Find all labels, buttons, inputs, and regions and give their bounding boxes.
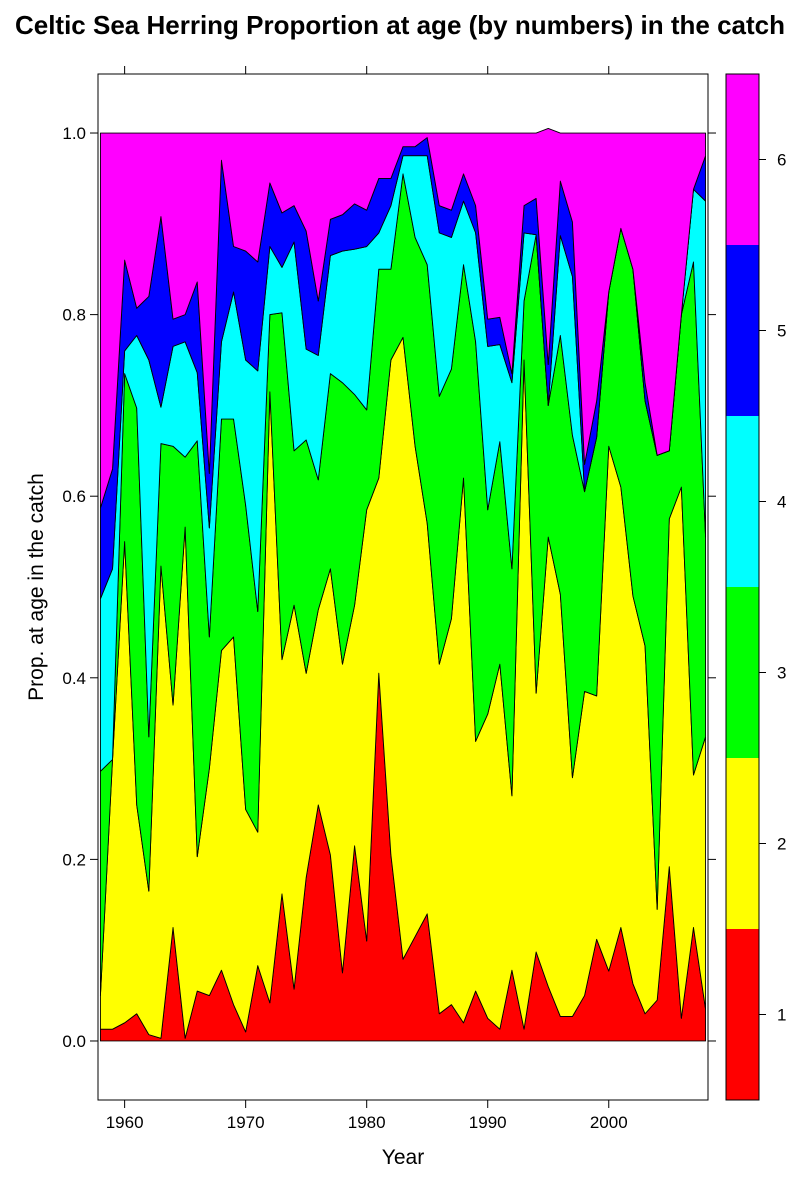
x-tick-label: 1970 bbox=[227, 1113, 265, 1132]
colorbar-frame bbox=[725, 73, 760, 1101]
colorbar-swatch-2 bbox=[726, 758, 759, 929]
axes-layer: 1960 1970 1980 1990 2000 0.0 0.2 0.4 0.6 0.8 1.0 bbox=[62, 66, 716, 1132]
colorbar-label: 6 bbox=[777, 151, 786, 170]
colorbar-label: 2 bbox=[777, 835, 786, 854]
plot-frame bbox=[97, 73, 709, 1101]
area-layer bbox=[99, 128, 707, 1042]
colorbar-swatch-6 bbox=[726, 74, 759, 245]
y-tick-label: 0.2 bbox=[62, 850, 86, 869]
x-axis-title: Year bbox=[382, 1146, 424, 1169]
y-tick-label: 0.6 bbox=[62, 487, 86, 506]
colorbar-label: 4 bbox=[777, 493, 786, 512]
colorbar-swatch-3 bbox=[726, 587, 759, 758]
colorbar-swatch-1 bbox=[726, 929, 759, 1100]
x-tick-label: 1990 bbox=[469, 1113, 507, 1132]
chart-title: Celtic Sea Herring Proportion at age (by… bbox=[15, 10, 785, 40]
x-tick-label: 1960 bbox=[106, 1113, 144, 1132]
colorbar-legend: 1 2 3 4 5 6 bbox=[725, 73, 786, 1101]
y-tick-label: 0.0 bbox=[62, 1032, 86, 1051]
colorbar-label: 5 bbox=[777, 322, 786, 341]
y-tick-label: 1.0 bbox=[62, 124, 86, 143]
y-tick-label: 0.4 bbox=[62, 669, 86, 688]
x-tick-label: 1980 bbox=[348, 1113, 386, 1132]
colorbar-label: 1 bbox=[777, 1006, 786, 1025]
colorbar-label: 3 bbox=[777, 664, 786, 683]
colorbar-swatch-5 bbox=[726, 245, 759, 416]
area-age-6 bbox=[99, 128, 707, 509]
y-tick-label: 0.8 bbox=[62, 306, 86, 325]
y-axis-title: Prop. at age in the catch bbox=[25, 473, 48, 701]
colorbar-swatch-4 bbox=[726, 416, 759, 587]
x-tick-label: 2000 bbox=[590, 1113, 628, 1132]
